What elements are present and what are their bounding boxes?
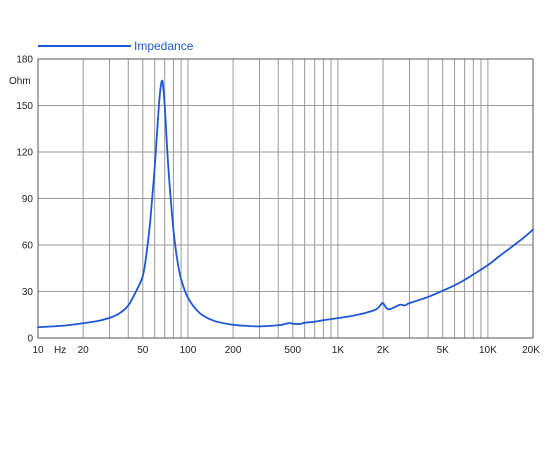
x-tick-label: 50 [137, 345, 149, 356]
y-tick-label: 120 [16, 148, 33, 159]
x-tick-label: 10K [479, 345, 497, 356]
legend: Impedance [38, 39, 194, 53]
y-tick-label: 0 [27, 334, 33, 345]
x-tick-label: 2K [377, 345, 390, 356]
series-line-impedance [37, 79, 534, 329]
legend-label-impedance: Impedance [134, 39, 194, 53]
x-tick-label: 200 [225, 345, 242, 356]
x-tick-label: 500 [284, 345, 301, 356]
x-axis-ticks: 10 20 50 100 200 500 1K 2K 5K 10K 20K [32, 345, 540, 356]
x-tick-label: 5K [437, 345, 450, 356]
y-axis-ticks: 0 30 60 90 120 150 180 [16, 55, 33, 345]
x-tick-label: 1K [332, 345, 345, 356]
y-tick-label: 180 [16, 55, 33, 66]
y-axis-unit: Ohm [9, 76, 31, 87]
plot-frame [37, 58, 534, 339]
y-tick-label: 30 [22, 287, 34, 298]
y-tick-label: 60 [22, 241, 34, 252]
x-tick-label: 20K [522, 345, 540, 356]
major-grid [38, 58, 533, 339]
series-layer [37, 79, 534, 329]
y-tick-label: 90 [22, 194, 34, 205]
x-tick-label: 100 [180, 345, 197, 356]
x-axis-unit: Hz [54, 345, 66, 356]
y-tick-label: 150 [16, 101, 33, 112]
x-tick-label: 20 [78, 345, 90, 356]
x-tick-label: 10 [32, 345, 44, 356]
